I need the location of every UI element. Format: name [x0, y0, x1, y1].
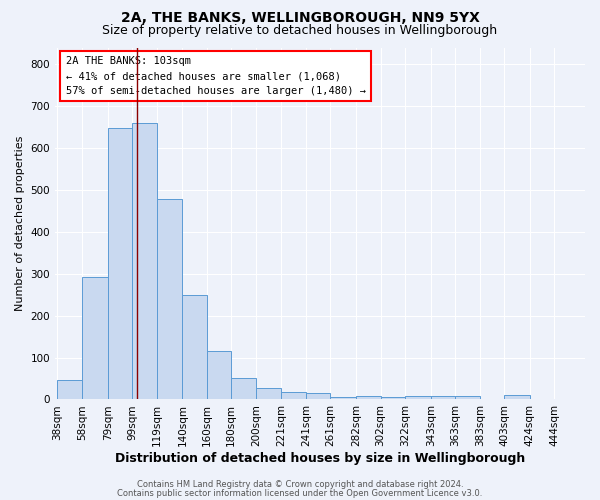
Bar	[480, 398, 504, 400]
Bar	[356, 396, 380, 400]
Bar	[530, 398, 554, 400]
Bar	[256, 388, 281, 400]
Bar	[380, 396, 405, 400]
Text: Size of property relative to detached houses in Wellingborough: Size of property relative to detached ho…	[103, 24, 497, 37]
Bar	[331, 396, 356, 400]
Text: Contains HM Land Registry data © Crown copyright and database right 2024.: Contains HM Land Registry data © Crown c…	[137, 480, 463, 489]
Bar	[431, 396, 455, 400]
Bar	[182, 294, 207, 400]
Text: 2A, THE BANKS, WELLINGBOROUGH, NN9 5YX: 2A, THE BANKS, WELLINGBOROUGH, NN9 5YX	[121, 11, 479, 25]
X-axis label: Distribution of detached houses by size in Wellingborough: Distribution of detached houses by size …	[115, 452, 525, 465]
Bar	[405, 396, 431, 400]
Bar	[504, 396, 530, 400]
Bar	[207, 352, 231, 400]
Y-axis label: Number of detached properties: Number of detached properties	[15, 136, 25, 311]
Bar	[455, 396, 480, 400]
Bar	[306, 393, 331, 400]
Bar	[157, 199, 182, 400]
Text: Contains public sector information licensed under the Open Government Licence v3: Contains public sector information licen…	[118, 488, 482, 498]
Bar	[231, 378, 256, 400]
Bar	[58, 380, 82, 400]
Bar	[132, 123, 157, 400]
Bar	[82, 276, 107, 400]
Bar	[107, 128, 132, 400]
Text: 2A THE BANKS: 103sqm
← 41% of detached houses are smaller (1,068)
57% of semi-de: 2A THE BANKS: 103sqm ← 41% of detached h…	[65, 56, 365, 96]
Bar	[281, 392, 306, 400]
